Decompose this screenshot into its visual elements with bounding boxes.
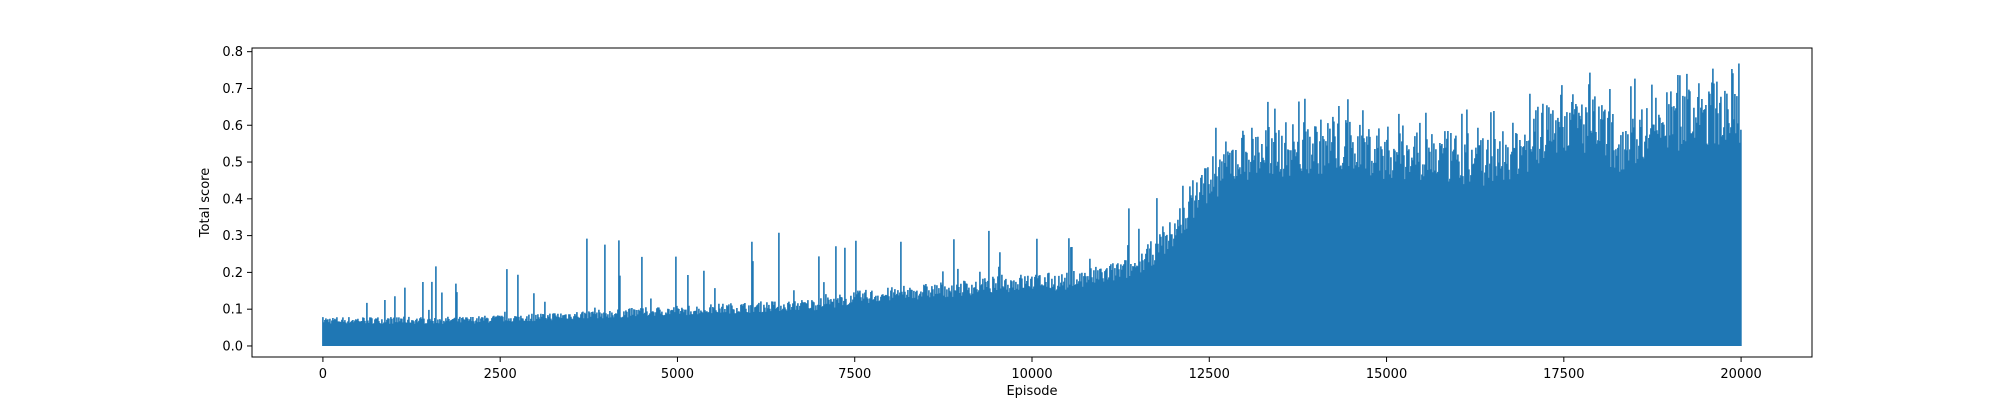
x-tick-label: 15000: [1366, 367, 1407, 382]
x-tick-label: 20000: [1720, 367, 1761, 382]
y-axis-ticks: 0.0 0.1 0.2 0.3 0.4 0.5 0.6 0.7 0.8: [222, 45, 252, 354]
x-tick-label: 10000: [1011, 367, 1052, 382]
x-tick-label: 2500: [484, 367, 517, 382]
x-tick-label: 0: [319, 367, 327, 382]
y-tick-label: 0.4: [222, 192, 243, 207]
series-layer: [322, 63, 1742, 346]
series-line: [322, 63, 1742, 346]
x-tick-label: 17500: [1543, 367, 1584, 382]
plot-area-frame: [251, 47, 1813, 358]
x-tick-label: 7500: [838, 367, 871, 382]
y-tick-label: 0.2: [222, 266, 243, 281]
y-axis-label: Total score: [198, 168, 213, 238]
x-tick-label: 12500: [1189, 367, 1230, 382]
y-tick-label: 0.0: [222, 339, 243, 354]
y-tick-label: 0.5: [222, 156, 243, 171]
y-tick-label: 0.6: [222, 119, 243, 134]
x-axis-ticks: 0 2500 5000 7500 10000 12500 15000 17500 20000: [319, 357, 1762, 382]
x-tick-label: 5000: [661, 367, 694, 382]
y-tick-label: 0.1: [222, 303, 243, 318]
y-tick-label: 0.8: [222, 45, 243, 60]
x-axis-label: Episode: [1006, 384, 1057, 399]
y-tick-label: 0.3: [222, 229, 243, 244]
y-tick-label: 0.7: [222, 82, 243, 97]
